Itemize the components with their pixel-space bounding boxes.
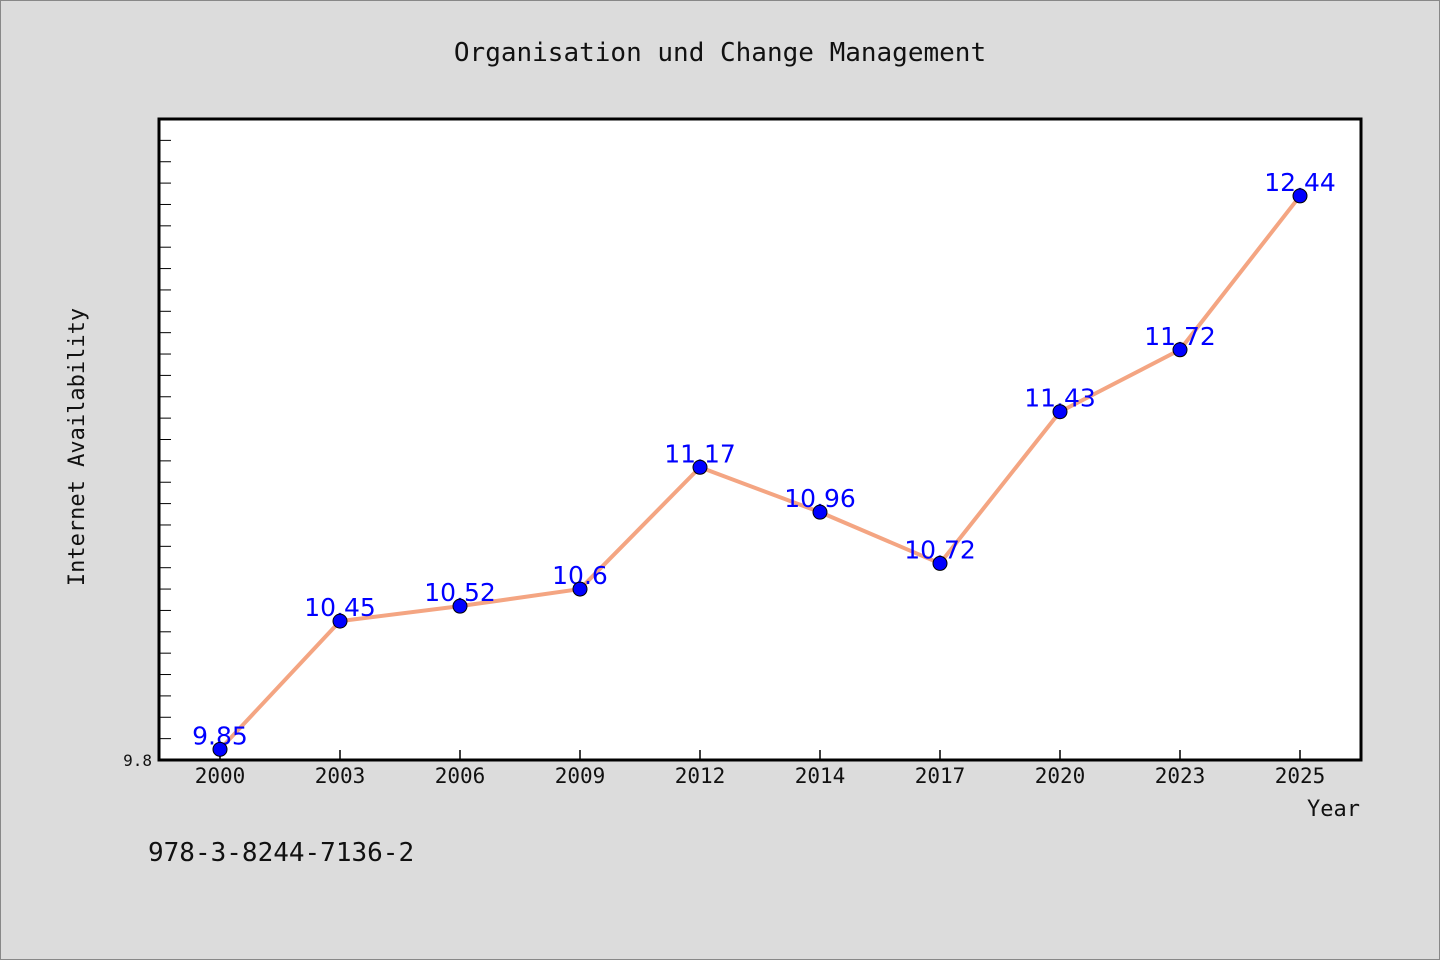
data-point bbox=[1292, 188, 1308, 204]
data-point bbox=[1052, 404, 1068, 420]
x-tick-label: 2006 bbox=[435, 764, 486, 788]
isbn-text: 978-3-8244-7136-2 bbox=[148, 838, 414, 868]
plot-area bbox=[157, 117, 1363, 762]
x-tick-label: 2012 bbox=[675, 764, 726, 788]
data-point bbox=[692, 459, 708, 475]
x-tick-label: 2009 bbox=[555, 764, 606, 788]
series-line bbox=[218, 194, 1302, 751]
y-tick-label: 9.8 bbox=[123, 751, 152, 770]
data-point bbox=[452, 598, 468, 614]
x-tick-label: 2014 bbox=[795, 764, 846, 788]
y-axis-ticks bbox=[159, 139, 171, 761]
data-point bbox=[332, 613, 348, 629]
x-tick-label: 2017 bbox=[915, 764, 966, 788]
y-axis-label: Internet Availability bbox=[65, 308, 90, 586]
x-axis-label: Year bbox=[1307, 797, 1360, 822]
x-tick-label: 2000 bbox=[195, 764, 246, 788]
x-tick-label: 2025 bbox=[1275, 764, 1326, 788]
x-axis-ticks: 2000 2003 2006 2009 2012 2014 2017 2020 2023 2025 bbox=[195, 750, 1326, 788]
x-tick-label: 2003 bbox=[315, 764, 366, 788]
chart-title: Organisation und Change Management bbox=[454, 38, 986, 68]
data-point bbox=[932, 555, 948, 571]
x-tick-label: 2020 bbox=[1035, 764, 1086, 788]
data-point bbox=[212, 741, 228, 757]
data-point bbox=[812, 504, 828, 520]
data-point bbox=[572, 581, 588, 597]
data-point bbox=[1172, 342, 1188, 358]
series-line-group: 9.8510.4510.5210.611.1710.9610.7211.4311… bbox=[192, 168, 1336, 757]
x-tick-label: 2023 bbox=[1155, 764, 1206, 788]
